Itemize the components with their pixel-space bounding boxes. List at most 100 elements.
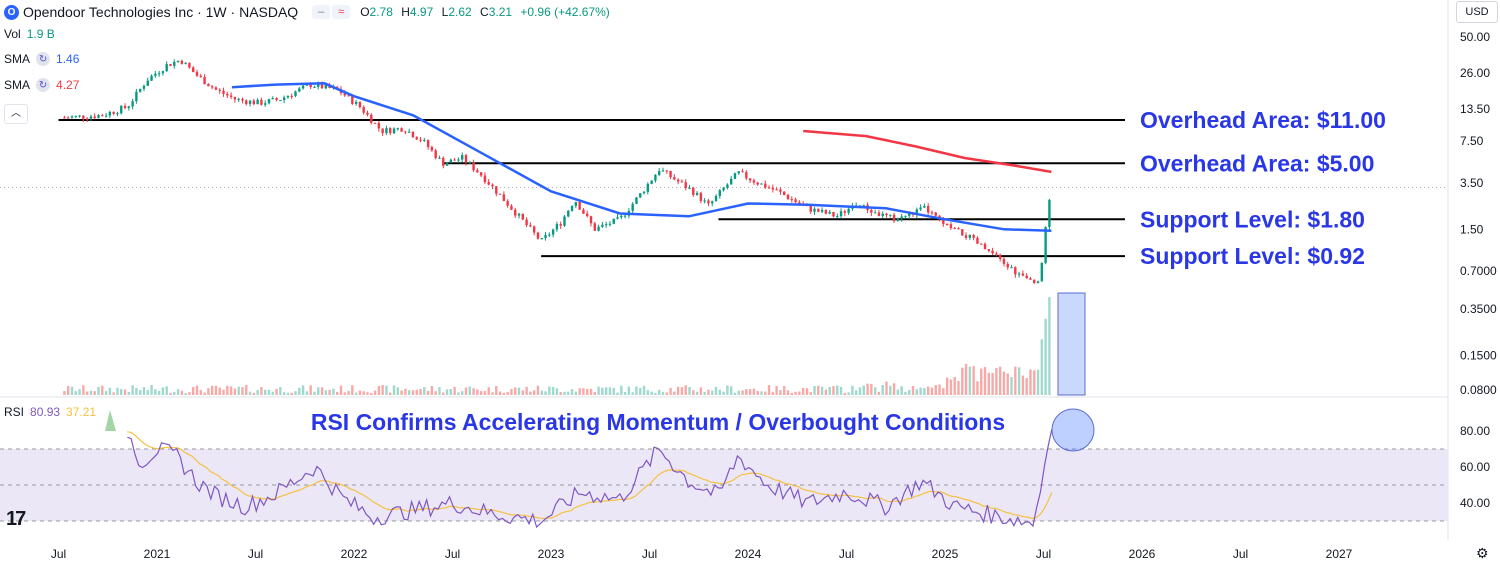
time-tick-label: Jul <box>642 547 657 561</box>
time-tick-label: Jul <box>839 547 854 561</box>
candle-body <box>116 113 119 115</box>
candle-body <box>157 73 161 75</box>
volume-bar <box>434 391 437 395</box>
sma-legend-1: SMA ↻ 1.46 <box>4 52 80 66</box>
volume-bar <box>559 392 562 395</box>
volume-bar <box>980 368 983 395</box>
volume-bar <box>226 385 229 395</box>
volume-bar <box>415 389 418 395</box>
candle-body <box>400 128 403 132</box>
volume-bar <box>779 390 782 395</box>
candle-body <box>66 117 70 119</box>
candle-body <box>320 83 324 89</box>
volume-bar <box>442 392 445 395</box>
candle-body <box>472 162 475 171</box>
volume-bar <box>532 390 536 395</box>
volume-bar <box>858 387 862 395</box>
volume-bar <box>657 389 661 395</box>
volume-bar <box>354 392 358 395</box>
volume-bar <box>495 386 498 395</box>
candle-body <box>279 100 282 102</box>
minus-icon[interactable]: – <box>312 5 331 19</box>
volume-bar <box>510 389 513 395</box>
volume-bar <box>93 391 96 395</box>
volume-bar <box>138 390 142 395</box>
volume-bar <box>218 387 221 395</box>
candle-body <box>252 100 256 105</box>
volume-bar <box>991 372 994 395</box>
approx-icon[interactable]: ≈ <box>332 5 351 19</box>
volume-bar <box>726 385 729 395</box>
volume-bar <box>343 392 346 395</box>
price-tick-label: 0.3500 <box>1460 302 1497 316</box>
candle-body <box>612 218 615 224</box>
collapse-legend-button[interactable]: ︿ <box>4 104 28 124</box>
volume-bar <box>195 385 199 395</box>
volume-bar <box>184 392 187 395</box>
candle-body <box>604 224 608 226</box>
candle-body <box>729 178 733 185</box>
candle-body <box>711 201 714 204</box>
candle-body <box>559 224 562 226</box>
volume-bar <box>926 386 930 395</box>
candle-body <box>309 84 312 88</box>
volume-bar <box>673 391 676 395</box>
candle-body <box>169 64 172 66</box>
candle-body <box>623 215 627 217</box>
candle-body <box>389 128 392 134</box>
volume-bar <box>737 390 740 395</box>
volume-bar <box>460 391 464 395</box>
volume-bar <box>400 390 403 395</box>
candle-body <box>135 91 138 102</box>
volume-bar <box>131 385 134 395</box>
volume-bar <box>616 392 619 395</box>
volume-bar <box>332 388 335 395</box>
volume-bar <box>748 389 752 395</box>
refresh-icon[interactable]: ↻ <box>36 78 51 92</box>
rsi-line <box>127 429 1053 529</box>
sma-200-line <box>803 129 1052 174</box>
candle-body <box>718 190 722 196</box>
candle-body <box>366 112 369 115</box>
volume-bar <box>870 383 873 395</box>
candle-body <box>203 76 206 85</box>
volume-bar <box>487 387 490 395</box>
symbol-header: O Opendoor Technologies Inc · 1W · NASDA… <box>4 1 615 23</box>
candle-body <box>1006 263 1009 268</box>
candle-body <box>998 254 1002 259</box>
symbol-title[interactable]: Opendoor Technologies Inc · 1W · NASDAQ <box>23 4 299 20</box>
volume-bar <box>157 390 161 395</box>
volume-bar <box>70 386 74 395</box>
candle-body <box>479 172 483 176</box>
candle-body <box>154 73 157 76</box>
candle-body <box>63 117 66 119</box>
candle-body <box>832 211 835 217</box>
candle-body <box>593 223 596 231</box>
candle-body <box>673 177 676 180</box>
settings-icon[interactable]: ⚙ <box>1476 545 1489 561</box>
rsi-tick-label: 80.00 <box>1460 424 1490 438</box>
candle-body <box>824 209 828 214</box>
volume-bar <box>282 392 286 395</box>
volume-bar <box>180 390 184 395</box>
volume-bar <box>631 392 634 395</box>
candle-body <box>620 215 623 218</box>
candle-body <box>726 184 729 188</box>
volume-bar <box>347 391 350 395</box>
volume-bar <box>260 387 263 395</box>
volume-bar <box>548 386 551 395</box>
volume-bar <box>154 389 157 395</box>
volume-bar <box>112 392 115 395</box>
candle-body <box>930 212 934 214</box>
candle-body <box>642 191 646 194</box>
volume-bar <box>911 385 915 395</box>
time-tick-label: 2022 <box>341 547 368 561</box>
refresh-icon[interactable]: ↻ <box>36 52 51 66</box>
sma-legend-2: SMA ↻ 4.27 <box>4 78 80 92</box>
candle-body <box>1017 273 1021 275</box>
volume-bar <box>445 389 449 395</box>
currency-button[interactable]: USD <box>1456 1 1498 23</box>
candle-body <box>305 84 309 86</box>
volume-bar <box>828 386 831 395</box>
